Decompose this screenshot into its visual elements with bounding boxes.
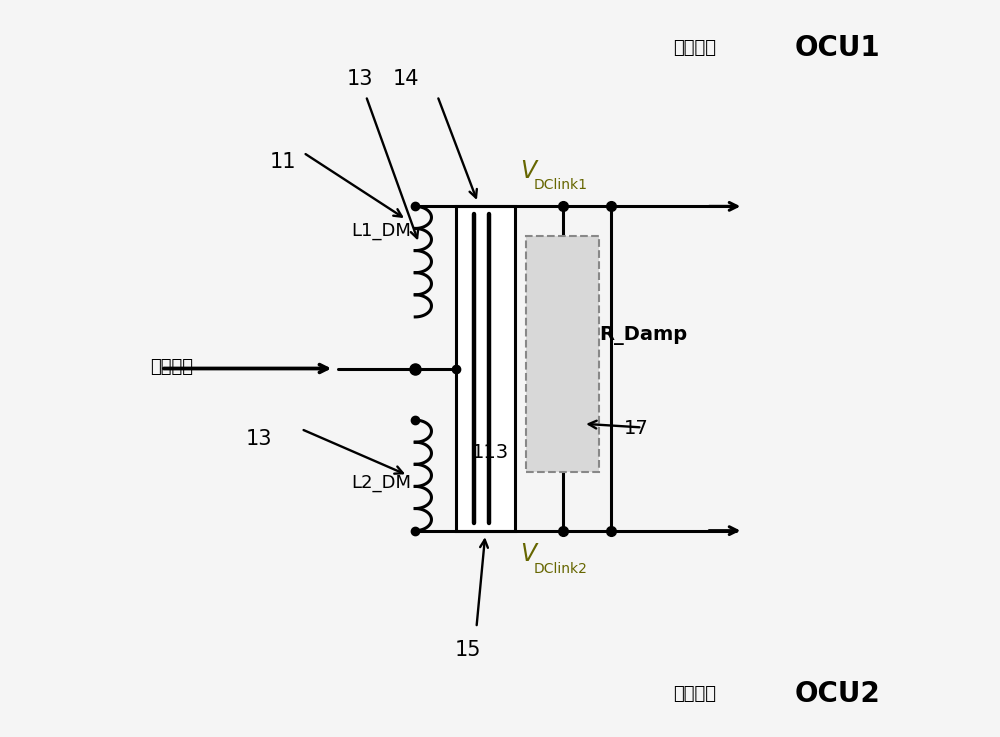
- Text: 牵引电流: 牵引电流: [150, 358, 193, 376]
- Text: OCU1: OCU1: [795, 34, 880, 62]
- Text: L1_DM: L1_DM: [351, 223, 411, 240]
- Text: 15: 15: [454, 640, 481, 660]
- Text: L2_DM: L2_DM: [351, 474, 411, 492]
- Text: 13: 13: [246, 428, 272, 449]
- Text: 11: 11: [270, 152, 297, 172]
- Text: V: V: [521, 159, 537, 183]
- Text: DClink2: DClink2: [533, 562, 587, 576]
- Text: 113: 113: [472, 443, 509, 462]
- Text: 牵引电流: 牵引电流: [673, 685, 716, 703]
- Bar: [526, 236, 599, 472]
- Bar: [456, 206, 515, 531]
- Text: 17: 17: [624, 419, 649, 439]
- Text: 牵引电流: 牵引电流: [673, 39, 716, 57]
- Text: R_Damp: R_Damp: [599, 326, 687, 345]
- Text: V: V: [521, 542, 537, 566]
- Text: DClink1: DClink1: [533, 178, 587, 192]
- Text: 14: 14: [393, 69, 420, 89]
- Text: OCU2: OCU2: [795, 680, 881, 708]
- Text: 13: 13: [347, 69, 373, 89]
